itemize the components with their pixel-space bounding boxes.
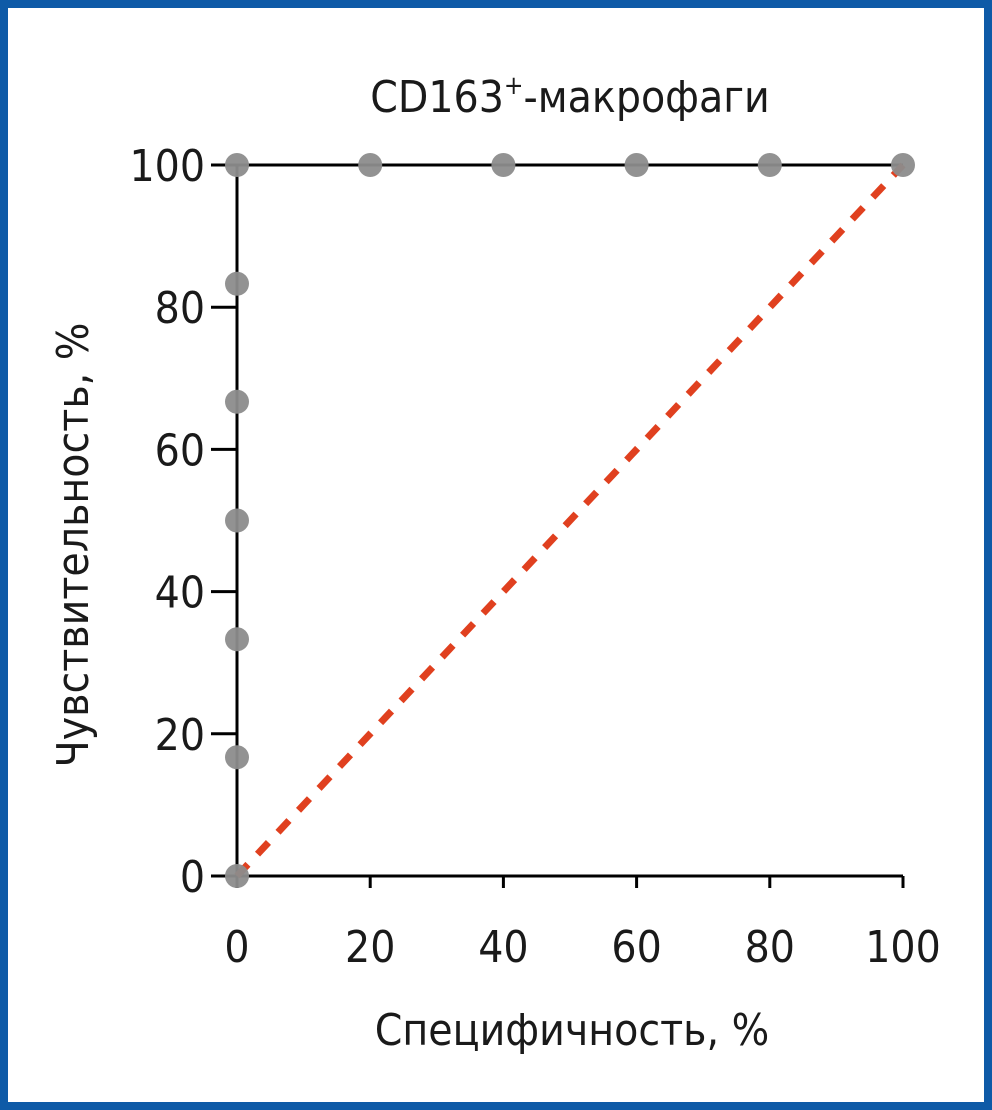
x-axis-label: Специфичность, % bbox=[375, 1005, 770, 1056]
roc-point bbox=[358, 153, 383, 177]
roc-point bbox=[225, 864, 249, 888]
roc-point bbox=[225, 389, 249, 414]
y-tick-label: 40 bbox=[155, 568, 205, 619]
roc-point bbox=[225, 745, 249, 770]
y-tick-label: 80 bbox=[155, 283, 205, 334]
x-tick-label: 40 bbox=[478, 922, 528, 973]
x-tick-label: 0 bbox=[224, 922, 249, 973]
y-tick-label: 100 bbox=[129, 141, 205, 192]
roc-point bbox=[891, 153, 915, 177]
x-tick-label: 80 bbox=[745, 922, 795, 973]
x-tick-label: 100 bbox=[865, 922, 941, 973]
reference-line-group bbox=[234, 162, 906, 879]
roc-point bbox=[491, 153, 516, 177]
chart-title-sup: + bbox=[504, 71, 524, 101]
roc-point bbox=[624, 153, 649, 177]
y-tick-label: 20 bbox=[155, 710, 205, 761]
reference-diagonal-line bbox=[234, 162, 906, 879]
roc-point bbox=[225, 508, 249, 533]
chart-title: CD163+-макрофаги bbox=[370, 71, 770, 123]
roc-point bbox=[225, 153, 249, 177]
roc-point bbox=[225, 627, 249, 652]
roc-point bbox=[757, 153, 782, 177]
roc-point bbox=[225, 271, 249, 296]
chart-title-main: CD163 bbox=[370, 72, 504, 123]
x-tick-label: 20 bbox=[345, 922, 395, 973]
y-axis-label: Чувствительность, % bbox=[48, 323, 99, 768]
tick-labels: 0 20 40 60 80 100 0 20 40 60 80 100 bbox=[129, 141, 940, 973]
x-tick-label: 60 bbox=[611, 922, 661, 973]
points-group bbox=[225, 153, 915, 888]
y-tick-label: 60 bbox=[155, 425, 205, 476]
y-tick-label: 0 bbox=[180, 852, 205, 903]
chart-title-rest: -макрофаги bbox=[524, 72, 770, 123]
